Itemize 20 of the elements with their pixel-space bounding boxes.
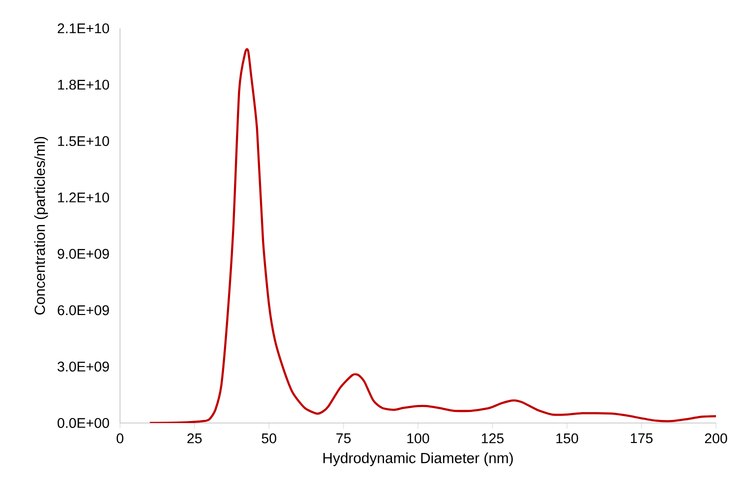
y-tick-label: 9.0E+09 xyxy=(58,248,109,259)
y-tick-label: 3.0E+09 xyxy=(58,362,109,372)
x-tick-label: 0 xyxy=(116,433,124,444)
x-tick-label: 100 xyxy=(407,433,430,444)
y-tick-label: 6.0E+09 xyxy=(58,305,109,316)
x-tick-label: 75 xyxy=(336,433,351,444)
x-tick-label: 150 xyxy=(556,433,578,444)
x-axis-title: Hydrodynamic Diameter (nm) xyxy=(323,452,513,466)
line-series xyxy=(148,50,716,423)
x-tick-label: 125 xyxy=(482,433,504,444)
y-tick-label: 2.1E+10 xyxy=(58,23,110,34)
y-tick-label: 1.5E+10 xyxy=(58,136,110,146)
y-tick-label: 1.8E+10 xyxy=(58,80,110,90)
x-tick-label: 50 xyxy=(262,433,276,444)
y-axis-title: Concentration (particles/ml) xyxy=(34,136,48,315)
x-tick-label: 200 xyxy=(705,433,728,444)
x-tick-label: 175 xyxy=(630,433,653,444)
y-tick-label: 1.2E+10 xyxy=(58,192,110,202)
x-tick-label: 25 xyxy=(187,433,202,444)
y-tick-label: 0.0E+00 xyxy=(58,418,110,428)
